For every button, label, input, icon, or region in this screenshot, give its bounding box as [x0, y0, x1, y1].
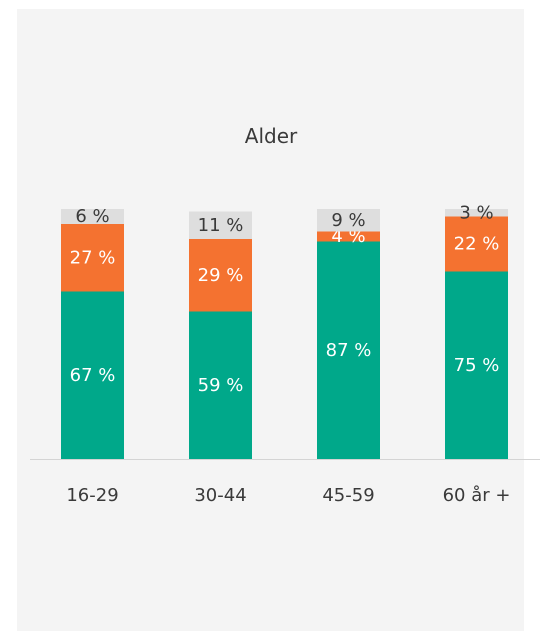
- bar-segment-grey: [317, 209, 380, 232]
- bar-segment-grey: [189, 211, 252, 239]
- data-label: 3 %: [459, 202, 493, 223]
- data-label: 67 %: [70, 365, 116, 386]
- bar-segment-grey: [445, 209, 508, 217]
- data-label: 11 %: [198, 215, 244, 236]
- data-label: 9 %: [331, 210, 365, 231]
- bar-segment-green: [317, 241, 380, 459]
- bar-segment-orange: [445, 216, 508, 272]
- data-label: 29 %: [198, 265, 244, 286]
- data-label: 22 %: [454, 234, 500, 255]
- data-label: 75 %: [454, 355, 500, 376]
- bar-segment-orange: [189, 239, 252, 312]
- bar-segment-orange: [317, 231, 380, 242]
- bar-segment-green: [189, 311, 252, 459]
- data-label: 59 %: [198, 375, 244, 396]
- bar-segment-green: [445, 271, 508, 459]
- x-tick-label: 30-44: [194, 485, 246, 506]
- x-tick-label: 16-29: [66, 485, 118, 506]
- bar-segment-grey: [61, 209, 124, 224]
- chart-title: Alder: [244, 124, 298, 148]
- bar-segment-green: [61, 291, 124, 459]
- bar-segment-orange: [61, 224, 124, 292]
- data-label: 87 %: [326, 340, 372, 361]
- data-label: 6 %: [75, 206, 109, 227]
- x-tick-label: 60 år +: [443, 485, 511, 506]
- data-label: 27 %: [70, 247, 116, 268]
- x-tick-label: 45-59: [322, 485, 374, 506]
